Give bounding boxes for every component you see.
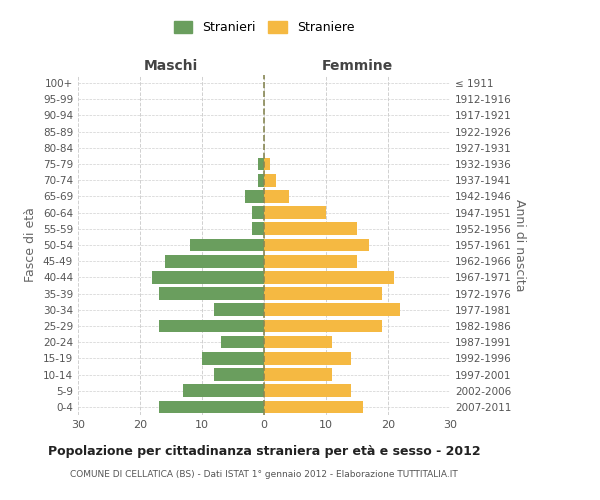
Bar — [245, 190, 264, 202]
Bar — [264, 320, 382, 332]
Bar — [158, 320, 264, 332]
Text: Femmine: Femmine — [322, 58, 392, 72]
Bar — [264, 255, 357, 268]
Bar — [251, 222, 264, 235]
Bar — [264, 158, 270, 170]
Bar — [152, 271, 264, 283]
Text: COMUNE DI CELLATICA (BS) - Dati ISTAT 1° gennaio 2012 - Elaborazione TUTTITALIA.: COMUNE DI CELLATICA (BS) - Dati ISTAT 1°… — [70, 470, 458, 479]
Bar — [258, 158, 264, 170]
Bar — [264, 271, 394, 283]
Bar — [264, 222, 357, 235]
Bar — [264, 304, 400, 316]
Bar — [184, 384, 264, 397]
Bar — [264, 336, 332, 348]
Bar — [214, 304, 264, 316]
Bar — [158, 288, 264, 300]
Bar — [202, 352, 264, 364]
Bar — [258, 174, 264, 186]
Bar — [264, 288, 382, 300]
Text: Popolazione per cittadinanza straniera per età e sesso - 2012: Popolazione per cittadinanza straniera p… — [47, 445, 481, 458]
Y-axis label: Anni di nascita: Anni di nascita — [512, 198, 526, 291]
Y-axis label: Fasce di età: Fasce di età — [25, 208, 37, 282]
Bar — [264, 400, 363, 413]
Bar — [264, 384, 351, 397]
Bar — [264, 352, 351, 364]
Legend: Stranieri, Straniere: Stranieri, Straniere — [169, 16, 359, 40]
Bar — [190, 238, 264, 252]
Bar — [158, 400, 264, 413]
Bar — [264, 238, 370, 252]
Bar — [165, 255, 264, 268]
Bar — [214, 368, 264, 381]
Bar — [251, 206, 264, 219]
Text: Maschi: Maschi — [144, 58, 198, 72]
Bar — [221, 336, 264, 348]
Bar — [264, 206, 326, 219]
Bar — [264, 190, 289, 202]
Bar — [264, 174, 277, 186]
Bar — [264, 368, 332, 381]
